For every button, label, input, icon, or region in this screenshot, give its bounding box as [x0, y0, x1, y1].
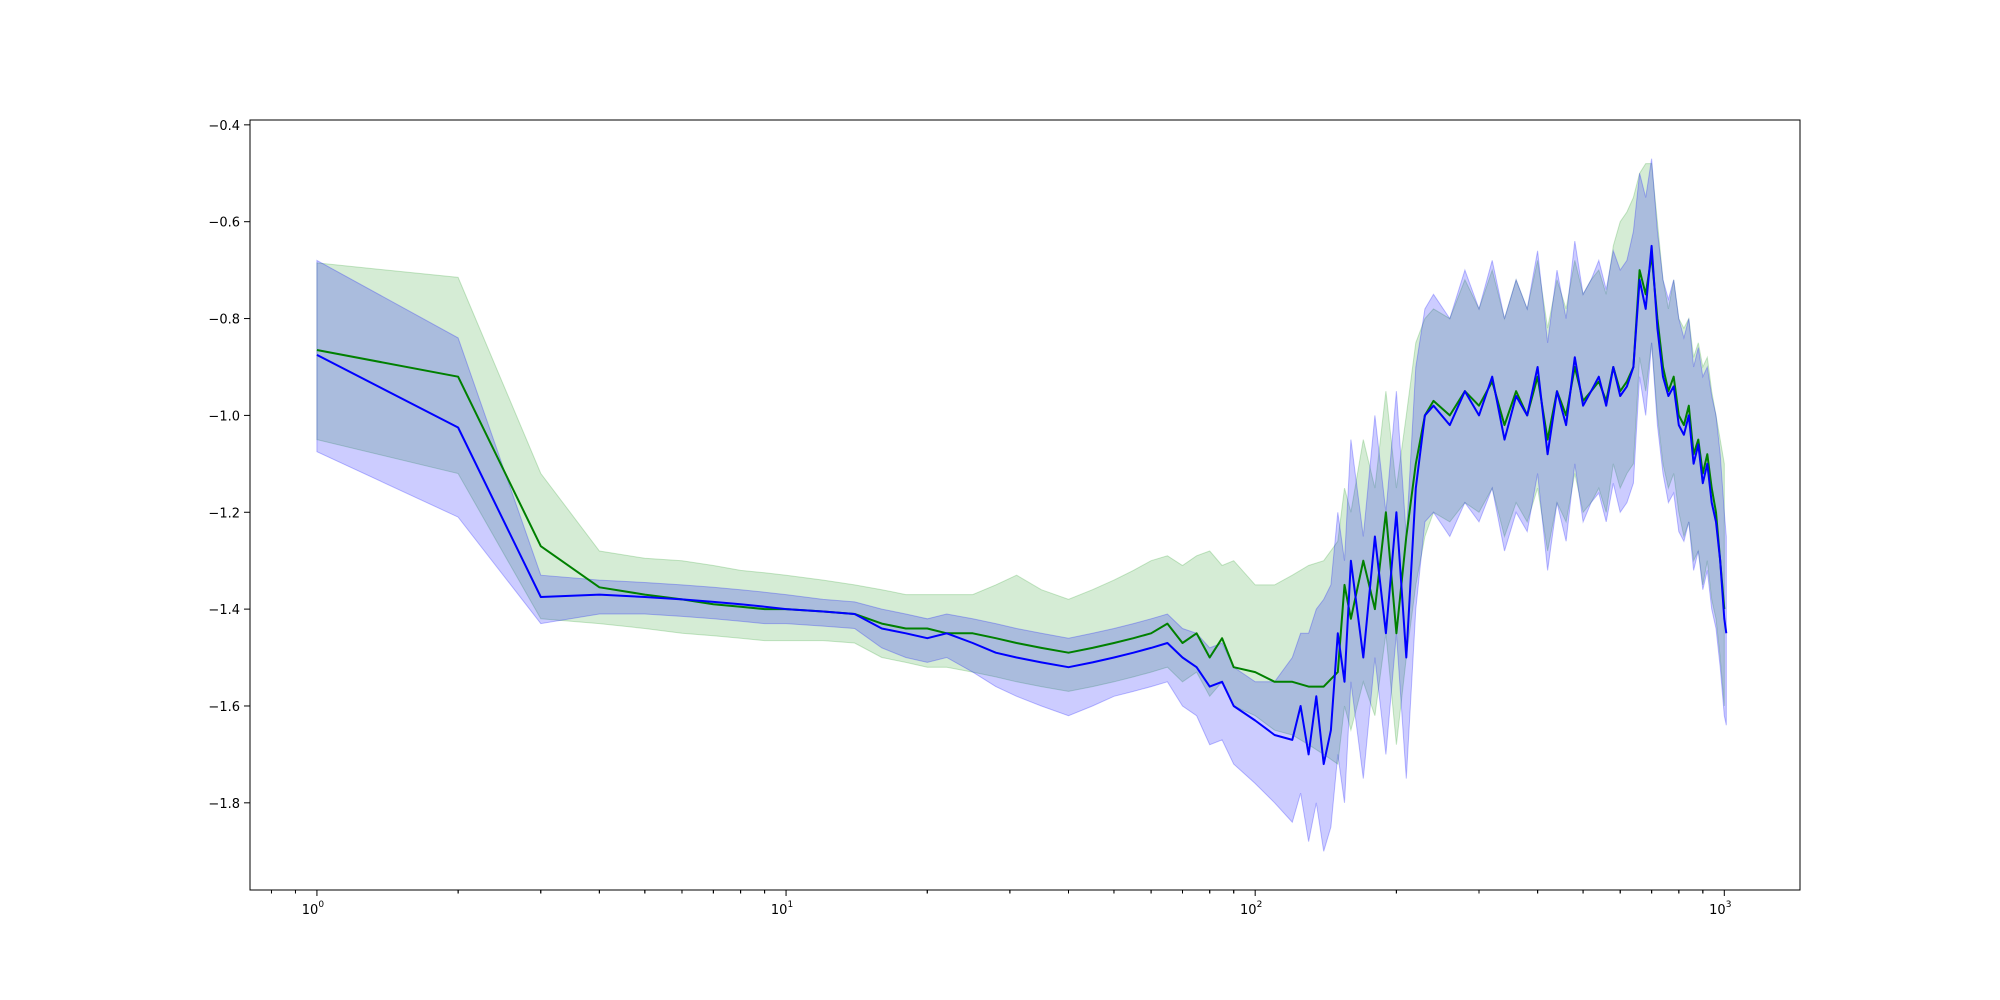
- y-tick-label: −0.8: [208, 313, 240, 328]
- series-lines: [316, 244, 1728, 766]
- y-tick-label: −1.8: [208, 797, 240, 812]
- y-tick-label: −1.2: [208, 506, 240, 521]
- series-2-line: [316, 244, 1728, 766]
- y-tick-label: −0.4: [208, 119, 240, 134]
- y-tick-label: −1.6: [208, 700, 240, 715]
- y-tick-label: −1.0: [208, 409, 240, 424]
- x-tick-label: 101: [771, 900, 793, 918]
- x-tick-label: 100: [302, 900, 325, 918]
- series-1-band: [316, 163, 1725, 765]
- plot-frame: [249, 119, 1801, 891]
- x-axis: 100 101 102 103: [270, 890, 1731, 918]
- y-tick-label: −0.6: [208, 216, 240, 231]
- y-tick-label: −1.4: [208, 603, 240, 618]
- y-axis: −0.4 −0.6 −0.8 −1.0 −1.2 −1.4 −1.6 −1.8: [208, 119, 250, 812]
- x-tick-label: 103: [1709, 900, 1731, 918]
- x-tick-label: 102: [1240, 900, 1262, 918]
